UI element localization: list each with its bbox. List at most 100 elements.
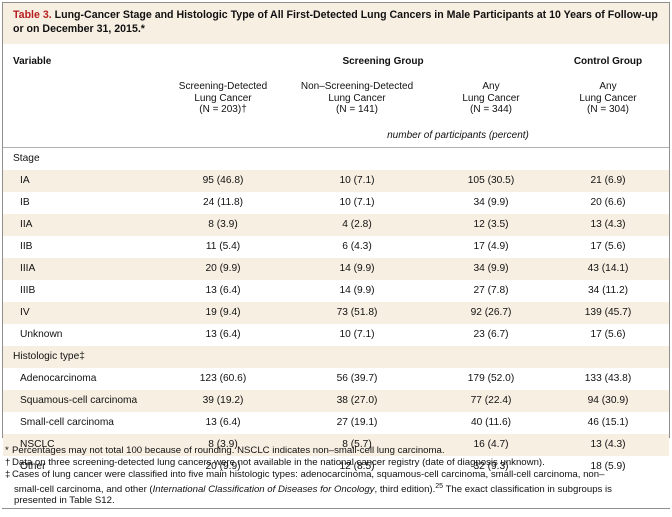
footnote-3-line2: small-cell carcinoma, and other (Interna… <box>5 481 665 496</box>
subheader-1-l2: Lung Cancer <box>194 92 252 104</box>
table-cell: 18 (5.9) <box>590 461 626 472</box>
table-row: IIB 11 (5.4) 6 (4.3) 17 (4.9) 17 (5.6) <box>3 236 669 258</box>
table-cell: 56 (39.7) <box>336 373 378 384</box>
row-label: Stage <box>13 153 40 164</box>
subheader-4-l2: Lung Cancer <box>579 92 637 104</box>
table-cell: 11 (5.4) <box>205 241 241 252</box>
table-cell: 4 (2.8) <box>342 219 372 230</box>
table-cell: 34 (11.2) <box>587 285 629 296</box>
row-label: IB <box>20 197 30 208</box>
table-title-text: Lung-Cancer Stage and Histologic Type of… <box>13 9 658 35</box>
table-cell: 92 (26.7) <box>470 307 512 318</box>
table-cell: 40 (11.6) <box>470 417 512 428</box>
table-cell: 27 (19.1) <box>336 417 378 428</box>
footnote-3: ‡ Cases of lung cancer were classified in… <box>5 469 665 507</box>
table-cell: 38 (27.0) <box>336 395 378 406</box>
table-cell: 6 (4.3) <box>342 241 372 252</box>
subheader-4: Any Lung Cancer (N = 304) <box>548 81 668 116</box>
row-label: NSCLC <box>20 439 55 450</box>
table-cell: 12 (8.5) <box>339 461 375 472</box>
table-cell: 24 (11.8) <box>202 197 244 208</box>
table-row: IA 95 (46.8) 10 (7.1) 105 (30.5) 21 (6.9) <box>3 170 669 192</box>
footnote-3-italic: International Classification of Diseases… <box>152 483 375 495</box>
table-row: IIA 8 (3.9) 4 (2.8) 12 (3.5) 13 (4.3) <box>3 214 669 236</box>
table-cell: 13 (6.4) <box>205 285 241 296</box>
section-row: Histologic type‡ <box>3 346 669 368</box>
table-cell: 20 (9.9) <box>205 263 241 274</box>
table-cell: 179 (52.0) <box>467 373 515 384</box>
table-cell: 10 (7.1) <box>339 197 375 208</box>
table-cell: 43 (14.1) <box>587 263 629 274</box>
table-cell: 17 (5.6) <box>590 329 626 340</box>
table-cell: 8 (5.7) <box>342 439 372 450</box>
table-cell: 94 (30.9) <box>587 395 629 406</box>
table-row: IIIA 20 (9.9) 14 (9.9) 34 (9.9) 43 (14.1) <box>3 258 669 280</box>
table-cell: 13 (4.3) <box>590 219 626 230</box>
row-label: Histologic type‡ <box>13 351 85 362</box>
table-cell: 10 (7.1) <box>339 175 375 186</box>
footnote-3-line2b: , third edition). <box>374 483 436 495</box>
footnote-bottom-rule <box>2 508 670 509</box>
table-cell: 27 (7.8) <box>473 285 509 296</box>
table-cell: 8 (3.9) <box>208 439 238 450</box>
row-label: Other <box>20 461 46 472</box>
footnote-1: * Percentages may not total 100 because o… <box>5 445 665 457</box>
section-row: Stage <box>3 148 669 170</box>
footnote-2-mark: † <box>5 457 11 468</box>
footnote-3-ref: 25 <box>435 482 444 490</box>
table-cell: 10 (7.1) <box>339 329 375 340</box>
table-cell: 139 (45.7) <box>584 307 632 318</box>
subheader-4-l1: Any <box>599 81 617 92</box>
table-cell: 14 (9.9) <box>339 285 375 296</box>
subheader-3-l2: Lung Cancer <box>462 92 520 104</box>
row-label: IV <box>20 307 30 318</box>
units-caption: number of participants (percent) <box>387 130 529 141</box>
footnote-3-line2a: small-cell carcinoma, and other ( <box>14 483 153 495</box>
subheader-3: Any Lung Cancer (N = 344) <box>431 81 551 116</box>
table-label: Table 3. <box>13 9 52 21</box>
subheader-2-l1: Non–Screening-Detected <box>300 81 414 92</box>
table-cell: 77 (22.4) <box>470 395 512 406</box>
table-cell: 17 (4.9) <box>473 241 509 252</box>
table-row: Squamous-cell carcinoma 39 (19.2) 38 (27.0… <box>3 390 669 412</box>
table-cell: 12 (3.5) <box>473 219 509 230</box>
row-label: Unknown <box>20 329 63 340</box>
subheader-1-l3: (N = 203)† <box>199 104 247 115</box>
table-cell: 46 (15.1) <box>587 417 629 428</box>
table-cell: 23 (6.7) <box>473 329 509 340</box>
row-label: Small-cell carcinoma <box>20 417 114 428</box>
footnote-3-line1: Cases of lung cancer were classified int… <box>12 469 605 480</box>
row-label: IIIB <box>20 285 36 296</box>
row-label: IA <box>20 175 30 186</box>
table-row: NSCLC 8 (3.9) 8 (5.7) 16 (4.7) 13 (4.3) <box>3 434 669 456</box>
subheader-1-l1: Screening-Detected <box>178 81 268 92</box>
table-cell: 13 (6.4) <box>205 417 241 428</box>
header-control-group: Control Group <box>573 56 643 67</box>
table-cell: 19 (9.4) <box>205 307 241 318</box>
row-label: Squamous-cell carcinoma <box>20 395 138 406</box>
table-cell: 105 (30.5) <box>467 175 515 186</box>
header-screening-group: Screening Group <box>342 56 424 67</box>
header-divider <box>3 147 669 148</box>
table-cell: 17 (5.6) <box>590 241 626 252</box>
table-row: IB 24 (11.8) 10 (7.1) 34 (9.9) 20 (6.6) <box>3 192 669 214</box>
footnote-3-mark: ‡ <box>5 469 11 480</box>
header-variable: Variable <box>13 56 52 67</box>
subheader-3-l3: (N = 344) <box>470 104 512 115</box>
footnote-3-line2c: The exact classification in subgroups is <box>443 483 612 495</box>
table-row: Small-cell carcinoma 13 (6.4) 27 (19.1) 40 … <box>3 412 669 434</box>
subheader-1: Screening-Detected Lung Cancer (N = 203)† <box>163 81 283 116</box>
footnote-1-mark: * <box>5 445 9 456</box>
table-cell: 34 (9.9) <box>473 263 509 274</box>
row-label: IIA <box>20 219 33 230</box>
table-row: IV 19 (9.4) 73 (51.8) 92 (26.7) 139 (45.7) <box>3 302 669 324</box>
footnote-1-text: Percentages may not total 100 because of… <box>12 445 445 456</box>
row-label: IIB <box>20 241 33 252</box>
table-cell: 14 (9.9) <box>339 263 375 274</box>
table-cell: 8 (3.9) <box>208 219 238 230</box>
table-title-bar: Table 3. Lung-Cancer Stage and Histologi… <box>3 3 669 44</box>
table-row: IIIB 13 (6.4) 14 (9.9) 27 (7.8) 34 (11.2) <box>3 280 669 302</box>
footnote-3-line3: presented in Table S12. <box>14 495 115 507</box>
table-cell: 123 (60.6) <box>199 373 247 384</box>
row-label: IIIA <box>20 263 36 274</box>
